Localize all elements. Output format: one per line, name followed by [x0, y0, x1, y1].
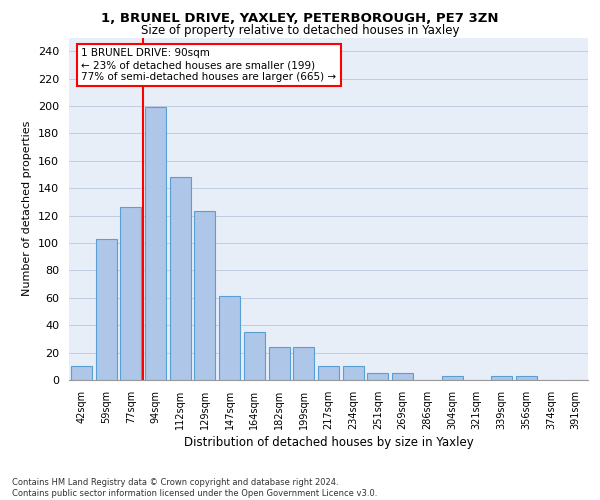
Bar	[516, 376, 537, 380]
Bar	[343, 366, 364, 380]
Bar	[491, 376, 512, 380]
Text: 1 BRUNEL DRIVE: 90sqm
← 23% of detached houses are smaller (199)
77% of semi-det: 1 BRUNEL DRIVE: 90sqm ← 23% of detached …	[82, 48, 337, 82]
Y-axis label: Number of detached properties: Number of detached properties	[22, 121, 32, 296]
Bar	[318, 366, 339, 380]
Bar	[367, 373, 388, 380]
Text: Contains HM Land Registry data © Crown copyright and database right 2024.
Contai: Contains HM Land Registry data © Crown c…	[12, 478, 377, 498]
Bar	[170, 177, 191, 380]
Bar	[269, 347, 290, 380]
Bar	[145, 108, 166, 380]
Bar	[219, 296, 240, 380]
Bar	[293, 347, 314, 380]
Bar	[71, 366, 92, 380]
Bar	[244, 332, 265, 380]
Bar	[120, 208, 141, 380]
X-axis label: Distribution of detached houses by size in Yaxley: Distribution of detached houses by size …	[184, 436, 473, 449]
Bar	[194, 212, 215, 380]
Bar	[95, 239, 116, 380]
Text: 1, BRUNEL DRIVE, YAXLEY, PETERBOROUGH, PE7 3ZN: 1, BRUNEL DRIVE, YAXLEY, PETERBOROUGH, P…	[101, 12, 499, 24]
Text: Size of property relative to detached houses in Yaxley: Size of property relative to detached ho…	[141, 24, 459, 37]
Bar	[442, 376, 463, 380]
Bar	[392, 373, 413, 380]
